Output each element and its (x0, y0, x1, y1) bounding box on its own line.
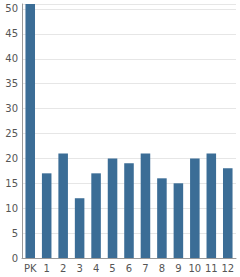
svg-text:40: 40 (5, 53, 18, 64)
svg-text:5: 5 (109, 263, 115, 274)
svg-text:0: 0 (12, 253, 18, 264)
svg-text:10: 10 (188, 263, 201, 274)
svg-text:50: 50 (5, 3, 18, 14)
svg-text:7: 7 (142, 263, 148, 274)
svg-text:15: 15 (5, 178, 18, 189)
svg-text:PK: PK (24, 263, 37, 274)
svg-text:25: 25 (5, 128, 18, 139)
svg-text:8: 8 (159, 263, 165, 274)
svg-text:35: 35 (5, 78, 18, 89)
svg-text:1: 1 (44, 263, 50, 274)
svg-text:2: 2 (60, 263, 66, 274)
svg-text:6: 6 (126, 263, 132, 274)
svg-text:30: 30 (5, 103, 18, 114)
svg-text:10: 10 (5, 203, 18, 214)
svg-text:11: 11 (205, 263, 218, 274)
svg-text:4: 4 (93, 263, 99, 274)
svg-text:20: 20 (5, 153, 18, 164)
svg-text:3: 3 (76, 263, 82, 274)
svg-text:9: 9 (175, 263, 181, 274)
svg-text:45: 45 (5, 28, 18, 39)
svg-text:12: 12 (221, 263, 234, 274)
svg-text:5: 5 (12, 228, 18, 239)
